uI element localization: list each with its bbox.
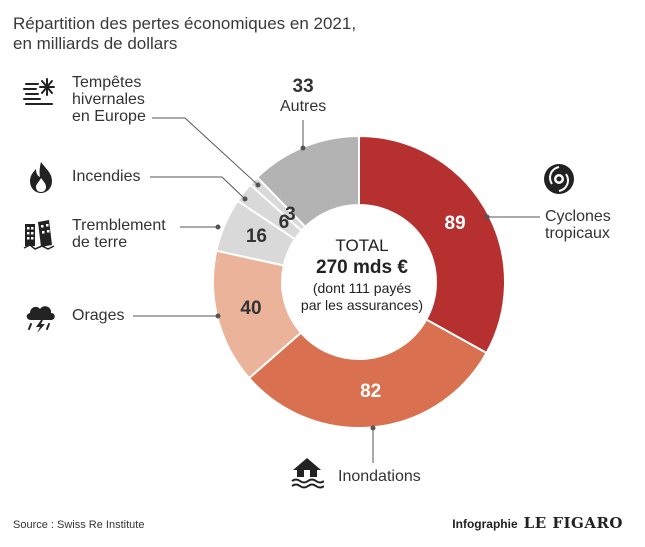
leader-dot-orages bbox=[215, 313, 221, 319]
leader-dot-cyclones bbox=[484, 214, 490, 220]
title-line-2: en milliards de dollars bbox=[13, 34, 178, 53]
slice-0 bbox=[358, 134, 506, 355]
label-autres: 33 Autres bbox=[280, 76, 326, 116]
earthquake-icon bbox=[23, 220, 55, 250]
storm-cloud-icon bbox=[26, 306, 55, 333]
leader-tempetes bbox=[152, 117, 259, 186]
total-note-line-1: (dont 111 payés bbox=[312, 280, 412, 296]
label-tempetes: Tempêtes hivernales en Europe bbox=[72, 74, 146, 125]
label-tremblement-line-2: de terre bbox=[72, 234, 128, 251]
label-tremblement: Tremblement de terre bbox=[72, 217, 166, 251]
leader-incendies bbox=[150, 176, 246, 200]
label-orages: Orages bbox=[72, 307, 125, 324]
cyclone-icon bbox=[544, 164, 574, 194]
leader-dot-incendies bbox=[242, 196, 248, 202]
slice-value-0: 89 bbox=[444, 213, 466, 235]
label-tremblement-line-1: Tremblement bbox=[72, 217, 166, 234]
slice-1 bbox=[247, 318, 488, 429]
winter-storm-icon bbox=[23, 78, 55, 105]
credit: Infographie LE FIGARO bbox=[452, 514, 623, 533]
label-cyclones: Cyclones tropicaux bbox=[545, 208, 611, 242]
label-inondations: Inondations bbox=[338, 468, 421, 485]
slice-value-5: 3 bbox=[285, 204, 296, 226]
source-note: Source : Swiss Re Institute bbox=[13, 519, 145, 531]
leader-dot-inondations bbox=[370, 425, 376, 431]
label-tempetes-line-2: hivernales bbox=[72, 91, 145, 108]
slice-value-3: 16 bbox=[245, 226, 267, 248]
total-value: 270 mds € bbox=[316, 257, 408, 278]
flood-house-icon bbox=[291, 458, 324, 489]
le-figaro-logo: LE FIGARO bbox=[523, 514, 623, 532]
leader-dot-autres bbox=[300, 145, 306, 151]
slice-value-4: 6 bbox=[278, 211, 290, 233]
slice-value-2: 40 bbox=[240, 297, 262, 319]
credit-label: Infographie bbox=[452, 517, 518, 531]
chart-title: Répartition des pertes économiques en 20… bbox=[13, 14, 433, 54]
fire-icon bbox=[30, 162, 52, 193]
slice-6 bbox=[255, 134, 360, 229]
total-note-line-2: par les assurances) bbox=[300, 297, 424, 313]
label-tempetes-line-3: en Europe bbox=[72, 108, 146, 125]
autres-text: Autres bbox=[280, 98, 327, 115]
slice-value-1: 82 bbox=[360, 380, 382, 402]
leader-dot-tremblement bbox=[215, 224, 221, 230]
label-cyclones-line-2: tropicaux bbox=[545, 225, 610, 242]
leader-dot-tempetes bbox=[255, 182, 261, 188]
label-cyclones-line-1: Cyclones bbox=[545, 208, 611, 225]
label-tempetes-line-1: Tempêtes bbox=[72, 74, 142, 91]
title-line-1: Répartition des pertes économiques en 20… bbox=[13, 14, 357, 33]
label-incendies: Incendies bbox=[72, 168, 141, 185]
leader-lines bbox=[133, 117, 540, 463]
donut-slices bbox=[212, 134, 506, 429]
donut-center-total: TOTAL 270 mds € (dont 111 payés par les … bbox=[274, 236, 450, 314]
autres-value: 33 bbox=[292, 76, 314, 97]
total-label: TOTAL bbox=[335, 236, 389, 255]
